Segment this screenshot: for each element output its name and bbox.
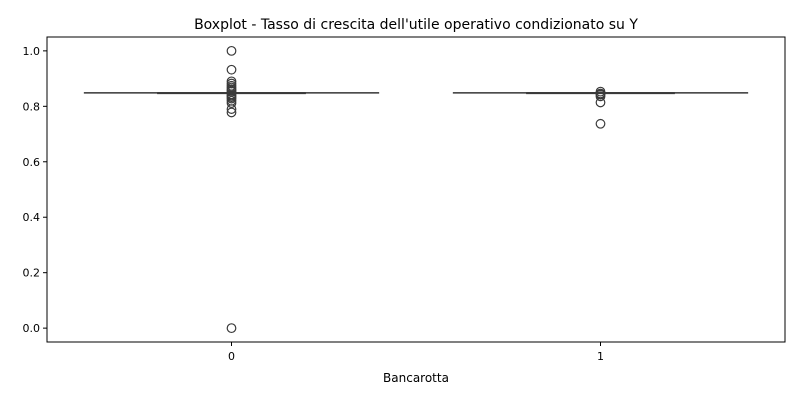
y-tick-label: 0.2 [23, 267, 41, 280]
x-tick-label: 0 [228, 350, 235, 363]
x-axis-label: Bancarotta [383, 371, 449, 385]
y-tick-label: 0.4 [23, 211, 41, 224]
chart-title: Boxplot - Tasso di crescita dell'utile o… [194, 17, 638, 33]
outlier-point [226, 64, 237, 75]
x-tick-label: 1 [597, 350, 604, 363]
plot-frame [46, 36, 786, 343]
outlier-point [226, 45, 237, 56]
y-tick-label: 1.0 [23, 45, 41, 58]
outlier-point [226, 98, 237, 108]
plot-area [83, 45, 749, 334]
y-tick-label: 0.0 [23, 322, 41, 335]
outlier-point [595, 91, 606, 102]
outlier-point [226, 104, 237, 114]
outlier-point [226, 107, 237, 118]
outlier-point [595, 118, 606, 129]
outlier-point [595, 97, 606, 108]
y-tick-label: 0.6 [23, 156, 41, 169]
y-tick-label: 0.8 [23, 100, 41, 113]
outlier-point [226, 323, 237, 334]
